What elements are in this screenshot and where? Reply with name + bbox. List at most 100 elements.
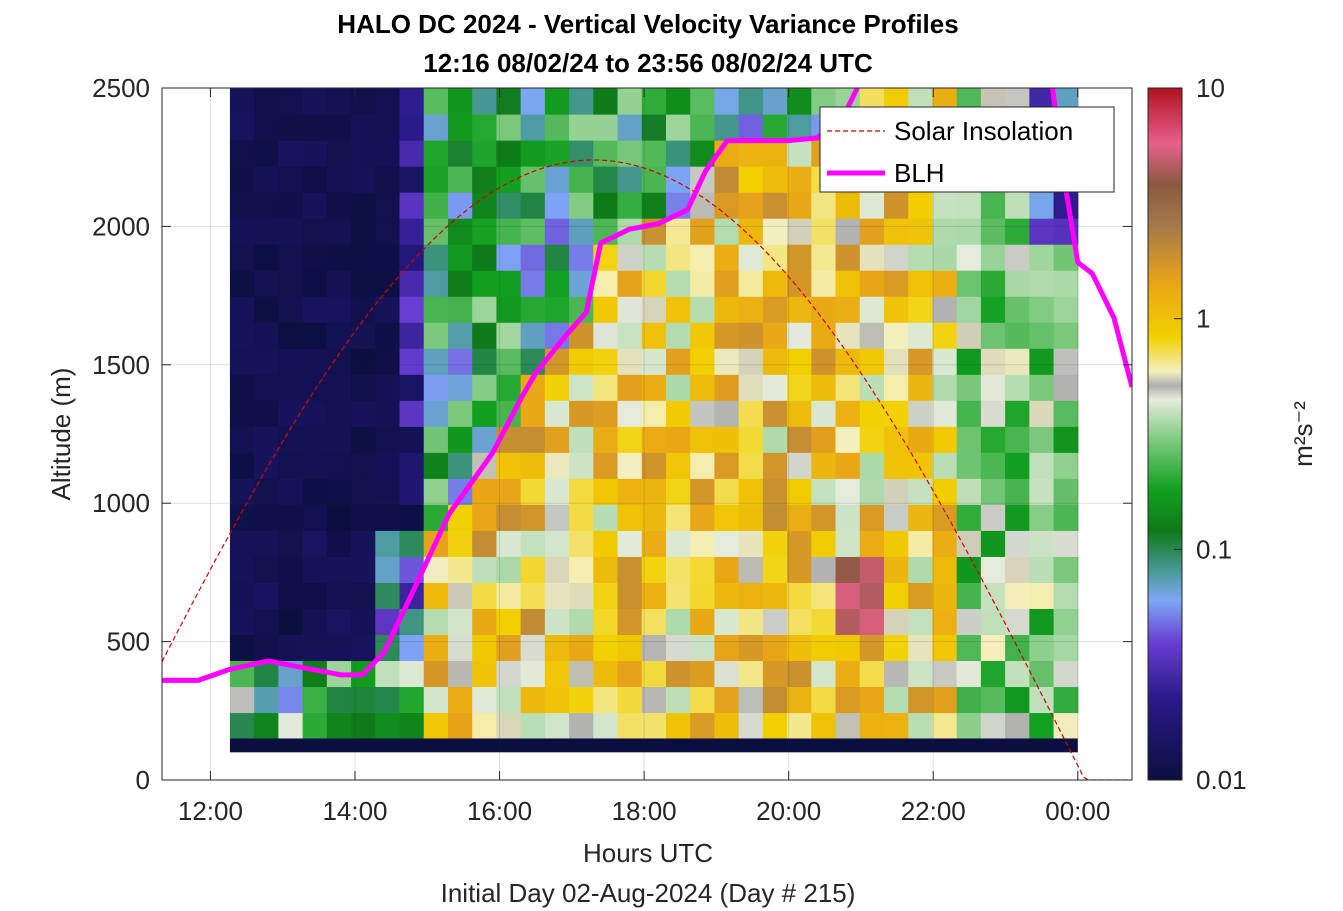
heatmap-cell xyxy=(302,140,328,167)
heatmap-cell xyxy=(447,530,473,557)
heatmap-cell xyxy=(423,686,449,714)
heatmap-cell xyxy=(302,426,328,453)
heatmap-cell xyxy=(811,348,837,375)
heatmap-cell xyxy=(302,530,328,557)
heatmap-cell xyxy=(908,452,934,479)
heatmap-cell xyxy=(641,426,667,453)
heatmap-cell xyxy=(278,712,304,740)
heatmap-cell xyxy=(496,140,522,167)
heatmap-cell xyxy=(326,504,352,531)
heatmap-cell xyxy=(254,712,279,740)
heatmap-cell xyxy=(738,582,764,609)
heatmap-cell xyxy=(811,634,837,662)
x-axis-ticks: 12:00 14:00 16:00 18:00 20:00 22:00 00:00 xyxy=(178,88,1110,826)
heatmap-cell xyxy=(472,686,498,714)
heatmap-cell xyxy=(326,166,352,193)
heatmap-cell xyxy=(520,218,546,245)
heatmap-cell xyxy=(351,114,376,141)
heatmap-cell xyxy=(665,556,691,583)
heatmap-cell xyxy=(254,296,279,323)
heatmap-cell xyxy=(762,192,788,219)
heatmap-bottom-band xyxy=(229,738,1078,753)
heatmap-cell xyxy=(883,608,909,636)
heatmap-cell xyxy=(472,88,498,115)
heatmap-cell xyxy=(520,88,546,115)
heatmap-cell xyxy=(980,426,1006,453)
heatmap-cell xyxy=(787,192,812,219)
heatmap-cell xyxy=(254,634,279,662)
heatmap-cell xyxy=(641,192,667,219)
heatmap-cell xyxy=(859,556,885,583)
heatmap-cell xyxy=(762,608,788,636)
x-axis-sublabel: Initial Day 02-Aug-2024 (Day # 215) xyxy=(441,878,856,908)
heatmap-cell xyxy=(908,296,934,323)
heatmap-cell xyxy=(665,374,691,401)
heatmap-cell xyxy=(302,88,328,115)
heatmap-cell xyxy=(738,348,764,375)
heatmap-cell xyxy=(714,504,740,531)
heatmap-cell xyxy=(326,426,352,453)
heatmap-cell xyxy=(665,582,691,609)
heatmap-cell xyxy=(326,608,352,636)
heatmap-cell xyxy=(593,400,619,427)
heatmap-cell xyxy=(859,400,885,427)
heatmap-cell xyxy=(908,244,934,271)
heatmap-cell xyxy=(641,348,667,375)
heatmap-cell xyxy=(738,114,764,141)
heatmap-cell xyxy=(762,296,788,323)
heatmap-cell xyxy=(641,114,667,141)
heatmap-cell xyxy=(665,244,691,271)
heatmap-cell xyxy=(859,322,885,349)
heatmap-cell xyxy=(375,400,401,427)
heatmap-cell xyxy=(375,426,401,453)
heatmap-cell xyxy=(351,218,376,245)
heatmap-cell xyxy=(569,192,594,219)
heatmap-cell xyxy=(423,218,449,245)
heatmap-cell xyxy=(956,244,982,271)
heatmap-cell xyxy=(787,686,812,714)
y-tick-label: 1000 xyxy=(92,488,150,518)
heatmap-cell xyxy=(956,322,982,349)
heatmap-cell xyxy=(665,348,691,375)
heatmap-cell xyxy=(617,400,643,427)
heatmap-cell xyxy=(375,192,401,219)
heatmap-cell xyxy=(593,478,619,505)
heatmap-cell xyxy=(375,530,401,557)
heatmap-cell xyxy=(932,712,958,740)
heatmap-cell xyxy=(714,166,740,193)
heatmap-cell xyxy=(1029,452,1055,479)
heatmap-cell xyxy=(593,322,619,349)
heatmap-cell xyxy=(762,400,788,427)
heatmap-cell xyxy=(399,348,425,375)
heatmap-cell xyxy=(835,582,861,609)
heatmap-cell xyxy=(520,686,546,714)
heatmap-cell xyxy=(254,504,279,531)
heatmap-cell xyxy=(811,582,837,609)
heatmap-cell xyxy=(883,582,909,609)
heatmap-cell xyxy=(641,374,667,401)
heatmap-cell xyxy=(617,322,643,349)
heatmap-cell xyxy=(714,530,740,557)
heatmap-cell xyxy=(569,712,594,740)
heatmap-cell xyxy=(278,634,304,662)
heatmap-cell xyxy=(787,530,812,557)
heatmap-cell xyxy=(859,270,885,297)
chart-title-line1: HALO DC 2024 - Vertical Velocity Varianc… xyxy=(337,9,958,39)
heatmap-cell xyxy=(738,322,764,349)
heatmap-cell xyxy=(1005,244,1030,271)
heatmap-cell xyxy=(569,244,594,271)
heatmap-cell xyxy=(496,270,522,297)
heatmap-cell xyxy=(641,322,667,349)
heatmap-cell xyxy=(690,582,716,609)
heatmap-cell xyxy=(278,504,304,531)
x-axis-label: Hours UTC xyxy=(583,838,713,868)
heatmap-cell xyxy=(1029,712,1055,740)
heatmap-cell xyxy=(520,582,546,609)
heatmap-cell xyxy=(787,400,812,427)
heatmap-cell xyxy=(1005,686,1030,714)
heatmap-cell xyxy=(787,452,812,479)
heatmap-cell xyxy=(641,140,667,167)
heatmap-cell xyxy=(956,504,982,531)
heatmap-cell xyxy=(569,140,594,167)
heatmap-cell xyxy=(423,270,449,297)
